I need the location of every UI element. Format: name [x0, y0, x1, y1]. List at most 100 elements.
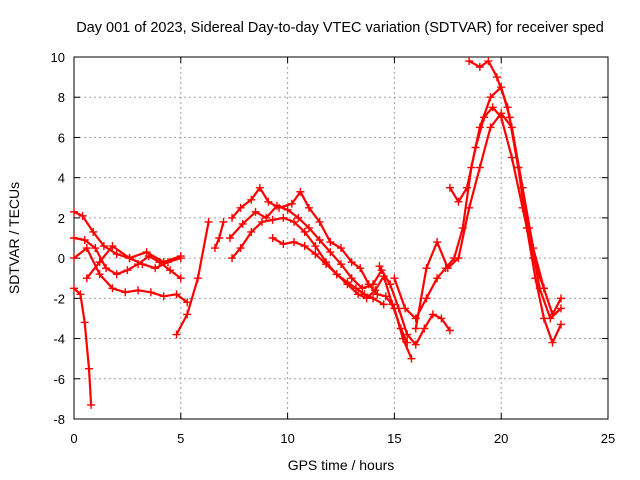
y-tick-label: 8 [58, 90, 65, 105]
series-sat-d [70, 244, 192, 307]
data-point [193, 274, 202, 283]
data-point [497, 113, 506, 122]
series-trace [175, 220, 210, 336]
data-point [70, 234, 78, 242]
data-point [247, 195, 256, 204]
data-point [172, 330, 181, 339]
data-point [151, 264, 160, 273]
data-point [134, 286, 143, 295]
chart-title: Day 001 of 2023, Sidereal Day-to-day VTE… [76, 20, 604, 36]
data-point [225, 234, 234, 242]
data-point [264, 197, 273, 206]
data-point [80, 236, 89, 245]
data-point [322, 260, 331, 269]
series-sat-g [210, 217, 228, 253]
data-point [268, 234, 277, 242]
data-point [204, 217, 213, 226]
y-tick-label: 0 [58, 251, 65, 266]
data-point [381, 292, 390, 301]
data-point [172, 290, 181, 299]
data-point [91, 244, 100, 253]
data-point [557, 320, 566, 329]
data-point [236, 203, 245, 212]
data-point [108, 242, 117, 251]
data-point [95, 270, 104, 279]
data-point [70, 284, 78, 293]
y-tick-label: 2 [58, 211, 65, 226]
data-point [422, 264, 431, 273]
data-point [102, 264, 111, 273]
x-tick-label: 5 [177, 431, 184, 446]
data-point [210, 244, 219, 253]
data-point [524, 223, 533, 232]
data-point [388, 300, 397, 309]
data-point [121, 288, 130, 297]
data-point [343, 278, 352, 287]
data-point [123, 266, 132, 275]
y-tick-label: -8 [53, 412, 65, 427]
data-point [219, 217, 228, 226]
data-point [369, 280, 378, 289]
series-sat-f [172, 217, 213, 339]
data-point [488, 103, 497, 112]
data-point [486, 93, 495, 102]
data-point [236, 244, 245, 253]
data-point [403, 338, 412, 347]
data-point [507, 153, 516, 162]
y-tick-label: -6 [53, 372, 65, 387]
data-point [311, 250, 320, 259]
data-point [70, 254, 78, 263]
data-point [396, 324, 405, 333]
data-point [480, 113, 489, 122]
y-tick-label: 10 [51, 50, 65, 65]
data-point [503, 103, 512, 112]
data-point [443, 264, 452, 273]
data-point [238, 219, 247, 228]
data-point [315, 236, 324, 245]
data-point [257, 217, 266, 226]
data-point [138, 260, 147, 269]
data-point [146, 288, 155, 297]
data-point [514, 163, 523, 172]
data-point [287, 199, 296, 208]
series-trace [72, 287, 93, 406]
y-tick-label: -2 [53, 291, 65, 306]
data-point [108, 284, 117, 293]
x-tick-labels: 0 5 10 15 20 25 [70, 431, 615, 446]
series-sat-a [70, 284, 96, 409]
data-point [337, 244, 345, 253]
y-tick-labels: -8 -6 -4 -2 0 2 4 6 8 10 [51, 50, 65, 427]
data-point [290, 238, 299, 247]
data-point [78, 211, 87, 220]
data-point [486, 123, 495, 132]
x-tick-label: 25 [601, 431, 615, 446]
data-point [255, 183, 264, 192]
x-tick-label: 15 [387, 431, 401, 446]
series-sat-e [82, 242, 185, 283]
data-point [347, 274, 356, 283]
x-tick-label: 0 [70, 431, 77, 446]
data-point [294, 213, 303, 222]
data-point [465, 57, 474, 66]
data-point [411, 324, 420, 333]
data-point [112, 250, 121, 259]
data-point [89, 227, 98, 236]
data-point [159, 258, 168, 267]
series-trace [72, 210, 182, 270]
data-point [279, 213, 288, 222]
data-point [80, 318, 89, 327]
data-point [484, 57, 493, 66]
data-point [332, 270, 341, 279]
data-point [247, 227, 256, 236]
series-sat-i [225, 201, 386, 293]
data-point [304, 203, 313, 212]
data-point [215, 234, 224, 242]
data-point [471, 143, 480, 152]
axis-ticks [73, 56, 609, 420]
data-point [373, 290, 382, 299]
data-point [375, 262, 384, 271]
data-point [70, 207, 78, 216]
data-point [454, 254, 463, 263]
series-sat-m [390, 83, 566, 347]
